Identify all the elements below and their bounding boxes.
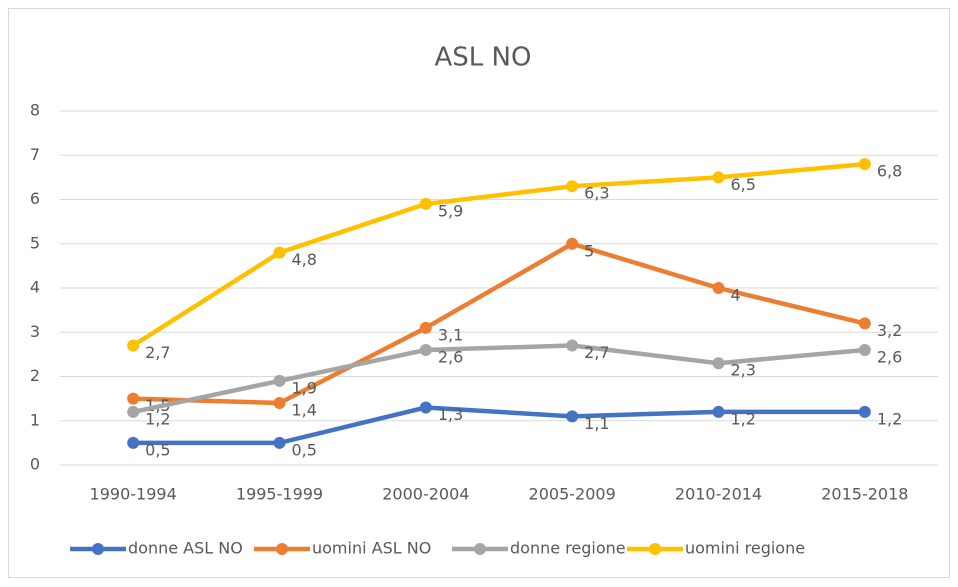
x-tick-label: 2005-2009 <box>529 485 616 504</box>
point <box>566 237 579 250</box>
legend-label: uomini regione <box>685 539 805 558</box>
point <box>419 401 432 414</box>
point <box>858 343 871 356</box>
data-label: 2,7 <box>584 343 609 362</box>
data-label: 0,5 <box>292 440 317 459</box>
point <box>858 317 871 330</box>
point <box>273 246 286 259</box>
series-line <box>133 241 866 406</box>
point <box>273 436 286 449</box>
data-label: 4,8 <box>292 250 317 269</box>
series-line <box>132 343 866 415</box>
point <box>566 410 579 423</box>
legend-marker <box>649 543 661 555</box>
data-label: 2,6 <box>438 347 463 366</box>
data-label: 1,1 <box>584 414 609 433</box>
data-label: 1,2 <box>877 409 902 428</box>
y-tick-label: 3 <box>30 322 40 341</box>
data-label: 6,3 <box>584 184 609 203</box>
legend-label: donne ASL NO <box>128 539 243 558</box>
data-label: 1,4 <box>292 401 317 420</box>
data-label: 5 <box>584 241 594 260</box>
point <box>712 357 725 370</box>
point <box>712 282 725 294</box>
legend-label: uomini ASL NO <box>312 539 431 558</box>
data-label: 2,6 <box>877 347 902 366</box>
y-tick-label: 6 <box>30 189 40 208</box>
point <box>273 374 286 387</box>
y-tick-label: 1 <box>30 410 40 429</box>
legend-marker <box>276 543 288 555</box>
series-line <box>131 161 866 348</box>
data-label: 4 <box>731 286 741 305</box>
y-tick-label: 8 <box>30 101 40 120</box>
chart-title: ASL NO <box>435 43 532 73</box>
data-label: 1,3 <box>438 405 463 424</box>
legend-marker <box>92 543 104 555</box>
point <box>419 197 432 210</box>
data-label: 6,5 <box>731 175 756 194</box>
point <box>127 405 140 418</box>
chart-frame <box>8 8 950 578</box>
data-label: 2,3 <box>731 361 756 380</box>
data-label: 1,9 <box>292 378 317 397</box>
point <box>419 321 432 334</box>
point <box>858 405 871 418</box>
point <box>712 171 725 184</box>
x-tick-label: 2015-2018 <box>821 485 908 504</box>
point <box>127 436 140 449</box>
data-label: 1,2 <box>731 409 756 428</box>
data-label: 3,1 <box>438 325 463 344</box>
y-tick-label: 4 <box>30 278 40 297</box>
data-label: 2,7 <box>145 343 170 362</box>
x-tick-label: 1990-1994 <box>90 485 177 504</box>
point <box>712 405 725 418</box>
series-line <box>133 405 865 446</box>
y-tick-label: 2 <box>30 366 40 385</box>
legend-marker <box>474 543 486 555</box>
x-tick-label: 1995-1999 <box>236 485 323 504</box>
y-tick-label: 5 <box>30 233 40 252</box>
data-label: 0,5 <box>145 440 170 459</box>
x-tick-label: 2000-2004 <box>382 485 469 504</box>
y-tick-label: 0 <box>30 455 40 474</box>
point <box>566 339 579 352</box>
data-label: 5,9 <box>438 201 463 220</box>
point <box>273 397 286 410</box>
y-tick-label: 7 <box>30 145 40 164</box>
point <box>419 343 432 356</box>
point <box>127 392 140 405</box>
data-label: 6,8 <box>877 162 902 181</box>
point <box>858 158 871 171</box>
x-tick-label: 2010-2014 <box>675 485 762 504</box>
point <box>127 339 140 352</box>
point <box>566 180 579 193</box>
legend-label: donne regione <box>510 539 626 558</box>
data-label: 1,2 <box>145 409 170 428</box>
data-label: 3,2 <box>877 321 902 340</box>
